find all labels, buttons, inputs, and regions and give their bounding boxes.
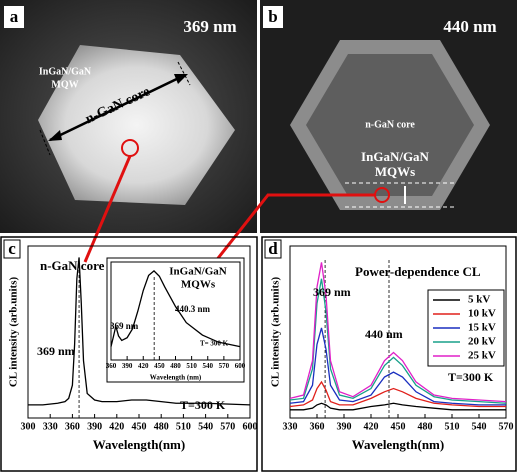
annotation: 440 nm (365, 327, 403, 341)
legend-label: 25 kV (468, 350, 496, 362)
chart-title: Power-dependence CL (355, 264, 481, 279)
chart: 330 360 390 420 450 480 510 540 570 Wavelength(nm… (270, 245, 514, 452)
mqw-label: InGaN/GaN (39, 66, 92, 77)
x-tick-label: 600 (243, 421, 258, 432)
inset-box (106, 257, 245, 383)
annotation: 369 nm (37, 344, 75, 358)
x-tick-label: 450 (154, 362, 165, 370)
annotation: T=300 K (448, 370, 494, 384)
annotation: 369 nm (110, 321, 139, 331)
x-tick-label: 420 (138, 362, 149, 370)
inset-title: MQWs (181, 279, 216, 291)
x-tick-label: 330 (43, 421, 58, 432)
chart: 300 330 360 390 420 450 480 510 540 570 600 Wavelen… (8, 245, 258, 452)
legend-label: 10 kV (468, 308, 496, 320)
chart-title: n-GaN core (40, 258, 105, 273)
x-tick-label: 360 (310, 421, 325, 432)
y-axis-label: CL intensity (arb.units) (8, 277, 20, 388)
panel-label-box (3, 239, 21, 259)
x-tick-label: 480 (170, 362, 181, 370)
x-tick-label: 570 (220, 421, 235, 432)
x-tick-label: 420 (109, 421, 124, 432)
line (289, 327, 506, 406)
x-tick-label: 390 (87, 421, 102, 432)
hexagon-core (306, 54, 474, 196)
mqw-label: MQWs (375, 164, 415, 179)
wavelength: 369 nm (183, 17, 236, 36)
x-tick-label: 540 (472, 421, 487, 432)
annotation: T=300 K (180, 398, 226, 412)
core-label: n-GaN core (365, 119, 415, 130)
legend-label: 20 kV (468, 336, 496, 348)
x-tick-label: 360 (65, 421, 80, 432)
inset-title: InGaN/GaN (169, 266, 227, 278)
line (28, 257, 251, 406)
chart: 360 390 420 450 480 510 540 570 600 Wavelength (n… (106, 257, 246, 383)
panel-frame (261, 236, 517, 472)
x-tick-label: 540 (198, 421, 213, 432)
panel-frame (0, 236, 258, 472)
x-tick-label: 420 (364, 421, 379, 432)
y-axis-label: CL intensity (arb.units) (270, 277, 282, 388)
dash (177, 61, 191, 86)
x-tick-label: 390 (122, 362, 133, 370)
panel-label-box (4, 6, 24, 28)
wavelength: 440 nm (443, 17, 496, 36)
line (289, 262, 507, 403)
x-tick-label: 510 (176, 421, 191, 432)
connector (213, 193, 375, 263)
panel-label: d (268, 239, 278, 258)
panel-label: b (268, 7, 277, 26)
x-tick-label: 570 (219, 362, 230, 370)
x-tick-label: 570 (499, 421, 514, 432)
x-tick-label: 600 (235, 362, 246, 370)
panel-label: c (8, 239, 16, 258)
panel-label: a (10, 7, 19, 26)
x-tick-label: 300 (21, 421, 36, 432)
mqw-label: MQW (51, 79, 78, 90)
line (289, 380, 506, 408)
connector (83, 155, 132, 263)
x-tick-label: 510 (186, 362, 197, 370)
x-axis-label: Wavelength (nm) (150, 374, 202, 382)
mqw-label: InGaN/GaN (361, 149, 430, 164)
x-tick-label: 330 (283, 421, 298, 432)
legend-label: 15 kV (468, 322, 496, 334)
panel-label-box (263, 6, 283, 28)
x-axis-label: Wavelength(nm) (93, 437, 185, 452)
x-axis-label: Wavelength(nm) (352, 437, 444, 452)
line (289, 278, 507, 404)
annotation: 369 nm (313, 285, 351, 299)
line (290, 402, 506, 411)
x-tick-label: 450 (391, 421, 406, 432)
annotation: 440.3 nm (175, 304, 211, 314)
x-tick-label: 450 (132, 421, 147, 432)
hexagon (38, 45, 235, 205)
line (110, 270, 241, 348)
x-tick-label: 480 (418, 421, 433, 432)
x-tick-label: 390 (337, 421, 352, 432)
x-tick-label: 510 (445, 421, 460, 432)
annotation: T= 300 K (200, 340, 229, 348)
x-tick-label: 540 (203, 362, 214, 370)
x-tick-label: 480 (154, 421, 169, 432)
arrowhead (48, 130, 62, 141)
arrow (49, 73, 186, 142)
panel-label-box (264, 239, 282, 259)
arrowhead (174, 74, 188, 84)
x-tick-label: 360 (106, 362, 117, 370)
legend-label: 5 kV (468, 294, 490, 306)
dash (39, 129, 51, 156)
